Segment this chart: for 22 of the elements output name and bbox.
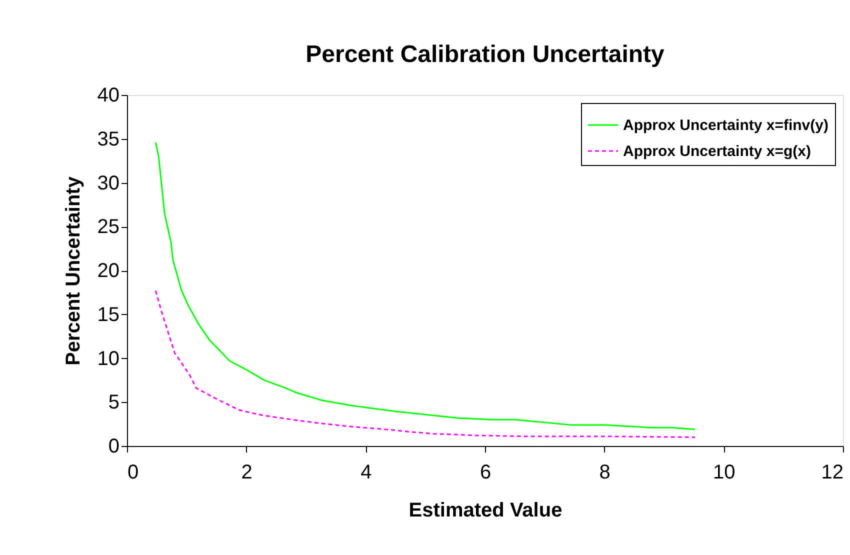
- y-tick-label: 0: [108, 436, 120, 458]
- chart-title: Percent Calibration Uncertainty: [306, 41, 666, 68]
- y-tick-label: 35: [97, 128, 120, 150]
- x-tick-label: 4: [360, 462, 372, 484]
- y-axis-title: Percent Uncertainty: [62, 176, 84, 366]
- x-tick-label: 2: [241, 462, 252, 484]
- legend-label: Approx Uncertainty x=g(x): [623, 143, 811, 160]
- y-tick-label: 25: [97, 216, 120, 238]
- x-tick-label: 8: [599, 462, 610, 484]
- y-tick-label: 15: [97, 304, 120, 326]
- y-tick-label: 5: [108, 392, 120, 414]
- y-tick-label: 40: [97, 84, 120, 106]
- x-tick-label: 12: [821, 462, 844, 484]
- y-tick-label: 30: [97, 172, 120, 194]
- y-tick-label: 10: [97, 348, 120, 370]
- line-series: [154, 290, 696, 438]
- x-tick-label: 6: [480, 462, 492, 484]
- x-axis-title: Estimated Value: [408, 500, 562, 522]
- x-tick-label: 0: [128, 462, 139, 484]
- legend-label: Approx Uncertainty x=finv(y): [623, 117, 828, 134]
- y-tick-label: 20: [97, 260, 120, 282]
- x-tick-label: 10: [713, 462, 736, 484]
